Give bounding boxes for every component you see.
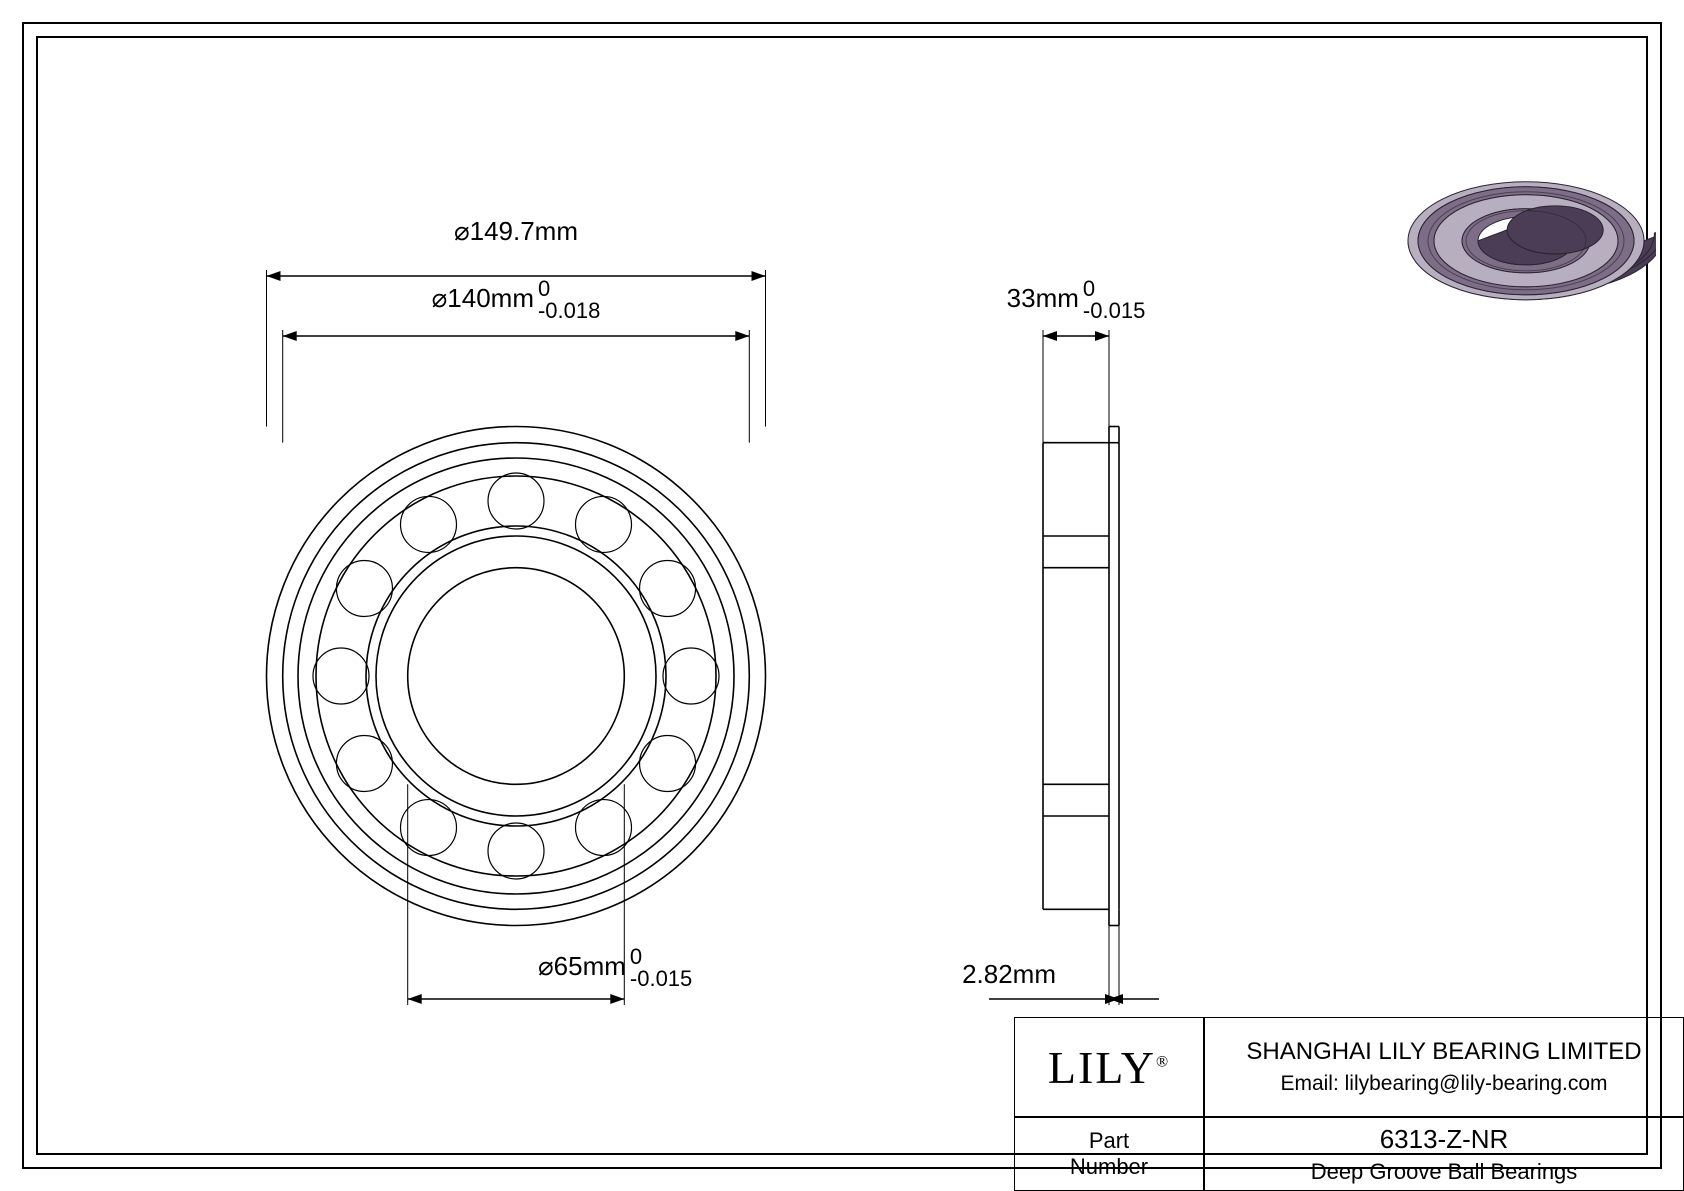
- part-description: Deep Groove Ball Bearings: [1311, 1159, 1578, 1185]
- part-number-label-line1: Part: [1070, 1128, 1148, 1154]
- company-logo-text: LILY: [1048, 1042, 1156, 1093]
- part-number-value: 6313-Z-NR: [1311, 1124, 1578, 1155]
- dim-snap-ring-od: ⌀149.7mm: [366, 218, 666, 245]
- title-block-company-cell: SHANGHAI LILY BEARING LIMITED Email: lil…: [1204, 1017, 1684, 1117]
- dim-outer-diameter: ⌀140mm0-0.018: [366, 278, 666, 322]
- part-number-label-line2: Number: [1070, 1154, 1148, 1180]
- registered-mark: ®: [1156, 1053, 1170, 1070]
- dim-width: 33mm0-0.015: [926, 278, 1226, 322]
- title-block: LILY® SHANGHAI LILY BEARING LIMITED Emai…: [1014, 1017, 1684, 1191]
- title-block-part-number-label-cell: Part Number: [1014, 1117, 1204, 1191]
- dim-snap-ring-width: 2.82mm: [756, 961, 1056, 988]
- title-block-part-number-cell: 6313-Z-NR Deep Groove Ball Bearings: [1204, 1117, 1684, 1191]
- company-email: Email: lilybearing@lily-bearing.com: [1246, 1072, 1641, 1096]
- drawing-canvas: ⌀149.7mm ⌀140mm0-0.018 ⌀65mm0-0.015 33mm…: [36, 36, 1648, 1155]
- company-name: SHANGHAI LILY BEARING LIMITED: [1246, 1038, 1641, 1066]
- isometric-render: [1396, 116, 1656, 376]
- title-block-logo-cell: LILY®: [1014, 1017, 1204, 1117]
